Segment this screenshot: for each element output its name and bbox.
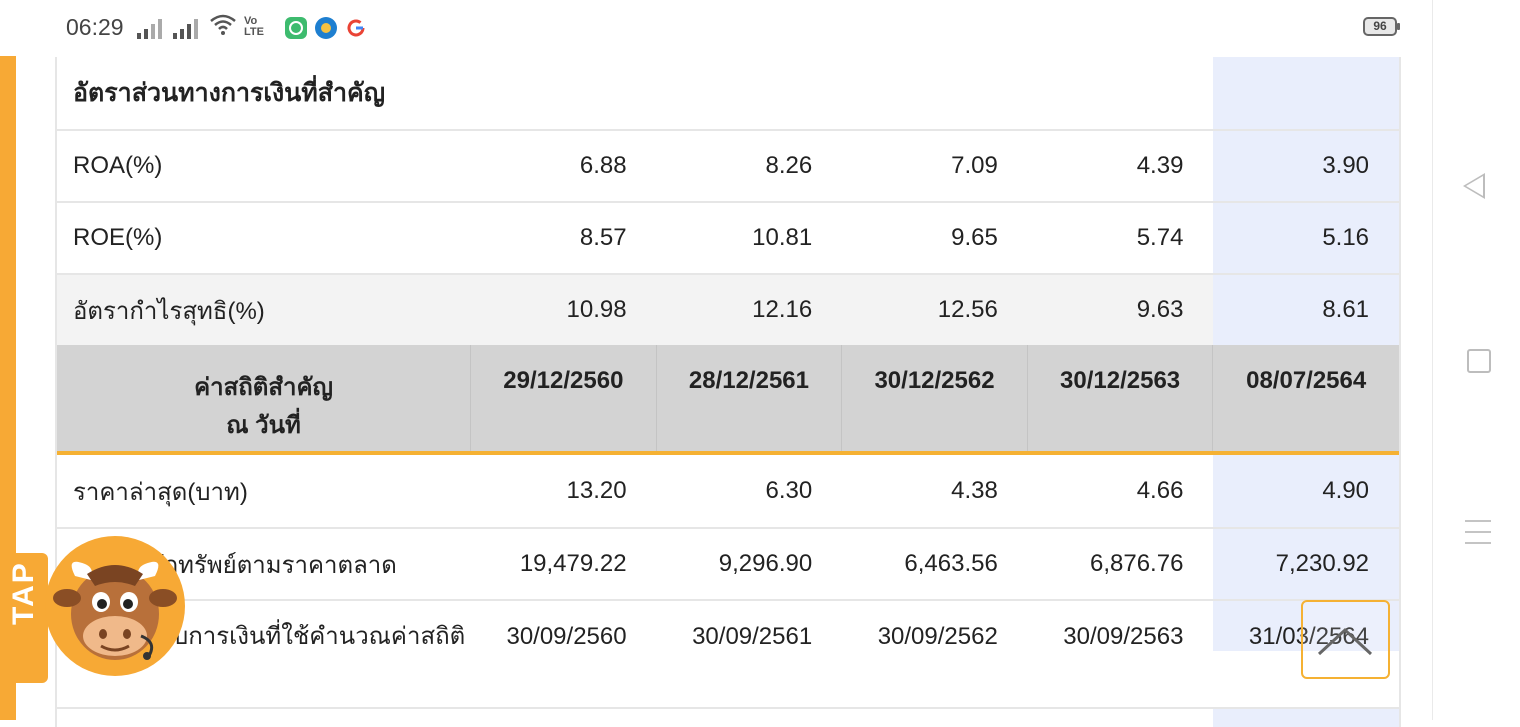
table-cell: 6,463.56 — [904, 550, 998, 577]
table-row-partial — [57, 707, 1400, 727]
table-cell-empty — [471, 709, 657, 727]
table-cell-highlight: 4.90 — [1213, 455, 1400, 527]
volte-icon: Vo LTE — [244, 16, 264, 38]
stats-header-line1: ค่าสถิติสำคัญ — [194, 374, 333, 401]
date-header: 28/12/2561 — [657, 345, 843, 451]
table-cell: 8.57 — [579, 224, 627, 251]
table-cell-highlight: 8.61 — [1213, 275, 1400, 345]
date-header: 30/12/2563 — [1028, 345, 1214, 451]
table-cell: 19,479.22 — [519, 550, 627, 577]
signal-icon-2 — [173, 17, 201, 39]
date-header: 29/12/2560 — [471, 345, 657, 451]
table-cell-highlight: 31/03/2564 — [1213, 601, 1400, 651]
financial-table: อัตราส่วนทางการเงินที่สำคัญ ROA(%) 6.88 … — [55, 57, 1401, 727]
table-cell: 8.26 — [765, 152, 813, 179]
table-cell: 6.88 — [579, 152, 627, 179]
row-label: อัตรากำไรสุทธิ(%) — [73, 297, 265, 325]
table-cell: 6.30 — [765, 477, 813, 504]
volte-label-1: Vo — [244, 15, 258, 27]
signal-icon — [137, 17, 165, 39]
google-icon — [345, 17, 367, 39]
tap-tab[interactable] — [0, 553, 48, 683]
row-label: ราคาล่าสุด(บาท) — [73, 478, 248, 506]
table-cell-empty — [1028, 709, 1214, 727]
recents-menu-icon[interactable] — [1465, 520, 1491, 553]
table-cell: 9.65 — [951, 224, 998, 251]
table-cell-highlight: 5.16 — [1213, 203, 1400, 273]
stats-header-line2: ณ วันที่ — [226, 412, 301, 439]
table-cell: 5.74 — [1136, 224, 1184, 251]
table-cell: 9.63 — [1136, 296, 1184, 323]
system-nav-bar — [1432, 0, 1520, 720]
table-cell: 4.38 — [951, 477, 998, 504]
table-row: ROA(%) 6.88 8.26 7.09 4.39 3.90 — [57, 129, 1400, 201]
table-row: วันที่ของงบการเงินที่ใช้คำนวณค่าสถิติ 30… — [57, 599, 1400, 707]
table-cell: 10.81 — [752, 224, 813, 251]
table-cell: 10.98 — [566, 296, 627, 323]
wifi-icon — [210, 14, 236, 42]
table-cell: 30/09/2562 — [877, 623, 998, 650]
date-header: 30/12/2562 — [842, 345, 1028, 451]
table-cell: 30/09/2563 — [1063, 623, 1184, 650]
chat-app-icon — [285, 17, 307, 39]
scroll-to-top-button[interactable] — [1301, 600, 1390, 679]
table-cell: 12.56 — [937, 296, 998, 323]
table-cell-empty — [1213, 709, 1400, 727]
table-cell: 7.09 — [951, 152, 998, 179]
table-cell: 6,876.76 — [1090, 550, 1184, 577]
section-title-row: อัตราส่วนทางการเงินที่สำคัญ — [57, 57, 1399, 129]
table-row: ROE(%) 8.57 10.81 9.65 5.74 5.16 — [57, 201, 1400, 273]
date-header: 08/07/2564 — [1213, 345, 1399, 451]
table-row: อัตรากำไรสุทธิ(%) 10.98 12.16 12.56 9.63… — [57, 273, 1400, 345]
table-cell: 9,296.90 — [718, 550, 813, 577]
table-cell: 12.16 — [752, 296, 813, 323]
section-title: อัตราส่วนทางการเงินที่สำคัญ — [73, 79, 386, 107]
mascot-bull-icon[interactable] — [45, 536, 185, 676]
battery-icon: 96 — [1363, 17, 1400, 36]
status-bar: 06:29 Vo LTE 96 — [0, 0, 1432, 56]
stats-header-label: ค่าสถิติสำคัญ ณ วันที่ — [57, 345, 472, 451]
row-label-empty — [57, 709, 471, 727]
table-cell-highlight: 7,230.92 — [1213, 529, 1400, 599]
home-icon[interactable] — [1467, 349, 1491, 373]
table-row: ราคาล่าสุด(บาท) 13.20 6.30 4.38 4.66 4.9… — [57, 455, 1400, 527]
row-label: ROE(%) — [73, 224, 163, 251]
app-notification-icon — [315, 17, 337, 39]
table-cell: 4.39 — [1136, 152, 1184, 179]
back-icon[interactable] — [1463, 173, 1485, 199]
table-cell: 13.20 — [566, 477, 627, 504]
stats-header-row: ค่าสถิติสำคัญ ณ วันที่ 29/12/2560 28/12/… — [57, 345, 1399, 455]
chevron-up-icon — [1317, 627, 1373, 656]
table-cell: 30/09/2560 — [506, 623, 627, 650]
table-cell-highlight: 3.90 — [1213, 131, 1400, 201]
table-cell-empty — [657, 709, 843, 727]
table-cell-empty — [842, 709, 1028, 727]
volte-label-2: LTE — [244, 26, 264, 38]
table-cell: 30/09/2561 — [692, 623, 813, 650]
table-cell: 4.66 — [1136, 477, 1184, 504]
table-row: มูลค่าหลักทรัพย์ตามราคาตลาด 19,479.22 9,… — [57, 527, 1400, 599]
tap-label: TAP — [7, 561, 40, 625]
row-label: ROA(%) — [73, 152, 163, 179]
clock: 06:29 — [66, 14, 124, 40]
highlight-spacer — [1213, 57, 1399, 129]
